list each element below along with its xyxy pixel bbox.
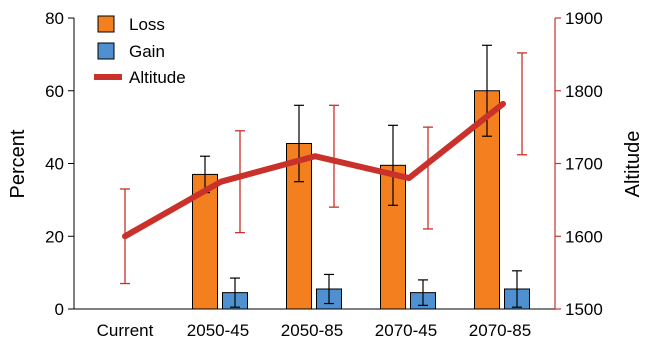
left-tick-label: 60 bbox=[45, 82, 64, 101]
right-tick-label: 1600 bbox=[565, 227, 603, 246]
left-tick-label: 0 bbox=[55, 300, 64, 319]
legend-label: Gain bbox=[129, 42, 165, 61]
category-label: 2070-85 bbox=[469, 321, 531, 340]
line-layer bbox=[120, 52, 527, 285]
category-label: 2050-45 bbox=[187, 321, 249, 340]
legend: Loss Gain Altitude bbox=[94, 15, 186, 87]
bar-loss bbox=[380, 164, 406, 310]
y-axis-title: Percent bbox=[7, 129, 29, 198]
category-label: 2070-45 bbox=[375, 321, 437, 340]
legend-label: Loss bbox=[129, 15, 165, 34]
left-tick-label: 20 bbox=[45, 227, 64, 246]
left-tick-label: 40 bbox=[45, 155, 64, 174]
right-tick-label: 1700 bbox=[565, 155, 603, 174]
y2-axis-title: Altitude bbox=[622, 131, 644, 198]
legend-label: Altitude bbox=[129, 68, 186, 87]
legend-swatch-loss bbox=[97, 15, 115, 33]
altitude-line bbox=[122, 100, 506, 240]
legend-swatch-gain bbox=[97, 42, 115, 60]
category-label: Current bbox=[97, 321, 154, 340]
category-labels: Current 2050-45 2050-85 2070-45 2070-85 bbox=[97, 321, 532, 340]
bars-layer bbox=[192, 44, 530, 310]
left-tick-label: 80 bbox=[45, 9, 64, 28]
right-tick-label: 1800 bbox=[565, 82, 603, 101]
right-tick-label: 1900 bbox=[565, 9, 603, 28]
right-tick-label: 1500 bbox=[565, 300, 603, 319]
right-axis: 1500 1600 1700 1800 1900 bbox=[554, 9, 603, 319]
category-label: 2050-85 bbox=[281, 321, 343, 340]
